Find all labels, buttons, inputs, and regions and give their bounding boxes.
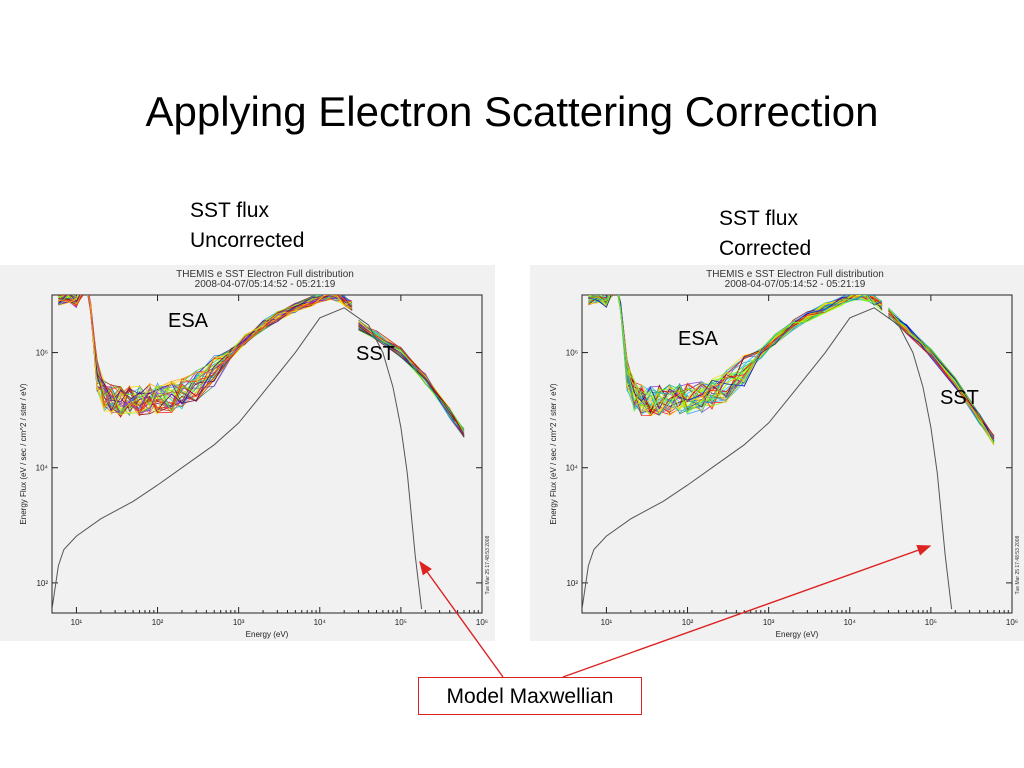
timestamp-note: Tue Mar 25 17:48:53 2008 — [485, 535, 491, 594]
x-tick-label: 10³ — [233, 618, 245, 627]
esa-spectrum-line — [588, 295, 883, 414]
y-tick-label: 10⁶ — [566, 349, 578, 358]
chart-title: THEMIS e SST Electron Full distribution — [176, 269, 354, 280]
y-tick-label: 10² — [566, 579, 578, 588]
sst-spectrum-line — [358, 324, 465, 437]
plot-area — [582, 295, 995, 610]
sst-spectrum-line — [358, 329, 465, 430]
caption-corrected-line1: SST flux — [719, 207, 798, 230]
sst-spectrum-line — [358, 322, 465, 436]
sst-annotation: SST — [356, 343, 395, 365]
x-tick-label: 10⁵ — [925, 618, 937, 627]
sst-spectrum-line — [358, 322, 465, 435]
y-axis-label: Energy Flux (eV / sec / cm^2 / ster / eV… — [19, 383, 28, 524]
chart-title: THEMIS e SST Electron Full distribution — [706, 269, 884, 280]
plot-area — [52, 295, 465, 610]
sst-spectrum-line — [888, 314, 995, 443]
x-tick-label: 10² — [152, 618, 164, 627]
sst-spectrum-line — [358, 323, 465, 438]
y-axis-label: Energy Flux (eV / sec / cm^2 / ster / eV… — [549, 383, 558, 524]
model-maxwellian-label: Model Maxwellian — [418, 677, 642, 715]
sst-spectrum-line — [888, 309, 995, 444]
sst-spectrum-line — [888, 314, 995, 446]
x-tick-label: 10⁴ — [844, 618, 857, 627]
x-tick-label: 10² — [682, 618, 694, 627]
sst-spectrum-line — [888, 314, 995, 445]
x-tick-label: 10¹ — [601, 618, 613, 627]
x-axis-label: Energy (eV) — [776, 630, 819, 639]
x-tick-label: 10⁶ — [1006, 618, 1018, 627]
esa-annotation: ESA — [678, 328, 719, 350]
x-axis-label: Energy (eV) — [246, 630, 289, 639]
chart-panel-uncorrected: 10¹ 10² 10³ 10⁴ 10⁵ 10⁶ 10² 10⁴ 10⁶ Energy (eV) En… — [0, 265, 495, 641]
esa-spectrum-line — [588, 295, 883, 413]
x-tick-label: 10³ — [763, 618, 775, 627]
esa-annotation: ESA — [168, 310, 209, 332]
plot-frame — [51, 294, 483, 614]
chart-panel-corrected: 10¹ 10² 10³ 10⁴ 10⁵ 10⁶ 10² 10⁴ 10⁶ Energy (eV) En… — [530, 265, 1024, 641]
caption-uncorrected: SST flux Uncorrected — [190, 196, 304, 256]
caption-uncorrected-line1: SST flux — [190, 199, 269, 222]
sst-spectrum-line — [888, 313, 995, 445]
chart-subtitle: 2008-04-07/05:14:52 - 05:21:19 — [725, 279, 866, 290]
chart-uncorrected: 10¹ 10² 10³ 10⁴ 10⁵ 10⁶ 10² 10⁴ 10⁶ Energy (eV) En… — [19, 269, 491, 639]
x-tick-label: 10¹ — [71, 618, 83, 627]
x-tick-label: 10⁶ — [476, 618, 488, 627]
y-tick-label: 10⁶ — [36, 349, 48, 358]
sst-spectrum-line — [358, 326, 465, 433]
chart-corrected: 10¹ 10² 10³ 10⁴ 10⁵ 10⁶ 10² 10⁴ 10⁶ Energy (eV) En… — [549, 269, 1021, 639]
caption-uncorrected-line2: Uncorrected — [190, 229, 305, 252]
caption-corrected-line2: Corrected — [719, 237, 812, 260]
sst-spectrum-line — [358, 322, 465, 436]
x-tick-label: 10⁴ — [314, 618, 327, 627]
sst-spectrum-line — [888, 310, 995, 437]
caption-corrected: SST flux Corrected — [719, 204, 811, 264]
chart-axes: 10¹ 10² 10³ 10⁴ 10⁵ 10⁶ 10² 10⁴ 10⁶ Energy (eV) En… — [549, 294, 1021, 639]
model-maxwellian-curve — [582, 307, 953, 610]
esa-spectrum-line — [588, 295, 883, 413]
y-tick-label: 10⁴ — [566, 464, 579, 473]
model-maxwellian-curve — [52, 307, 423, 610]
chart-subtitle: 2008-04-07/05:14:52 - 05:21:19 — [195, 279, 336, 290]
y-tick-label: 10² — [36, 579, 48, 588]
x-tick-label: 10⁵ — [395, 618, 407, 627]
sst-annotation: SST — [940, 387, 979, 409]
chart-axes: 10¹ 10² 10³ 10⁴ 10⁵ 10⁶ 10² 10⁴ 10⁶ Energy (eV) En… — [19, 294, 491, 639]
sst-spectrum-line — [358, 324, 465, 436]
y-tick-label: 10⁴ — [36, 464, 49, 473]
plot-frame — [581, 294, 1013, 614]
sst-spectrum-line — [358, 324, 465, 433]
slide-title: Applying Electron Scattering Correction — [145, 88, 879, 135]
timestamp-note: Tue Mar 25 17:48:53 2008 — [1015, 535, 1021, 594]
esa-spectrum-line — [58, 295, 353, 414]
sst-spectrum-line — [358, 325, 465, 435]
